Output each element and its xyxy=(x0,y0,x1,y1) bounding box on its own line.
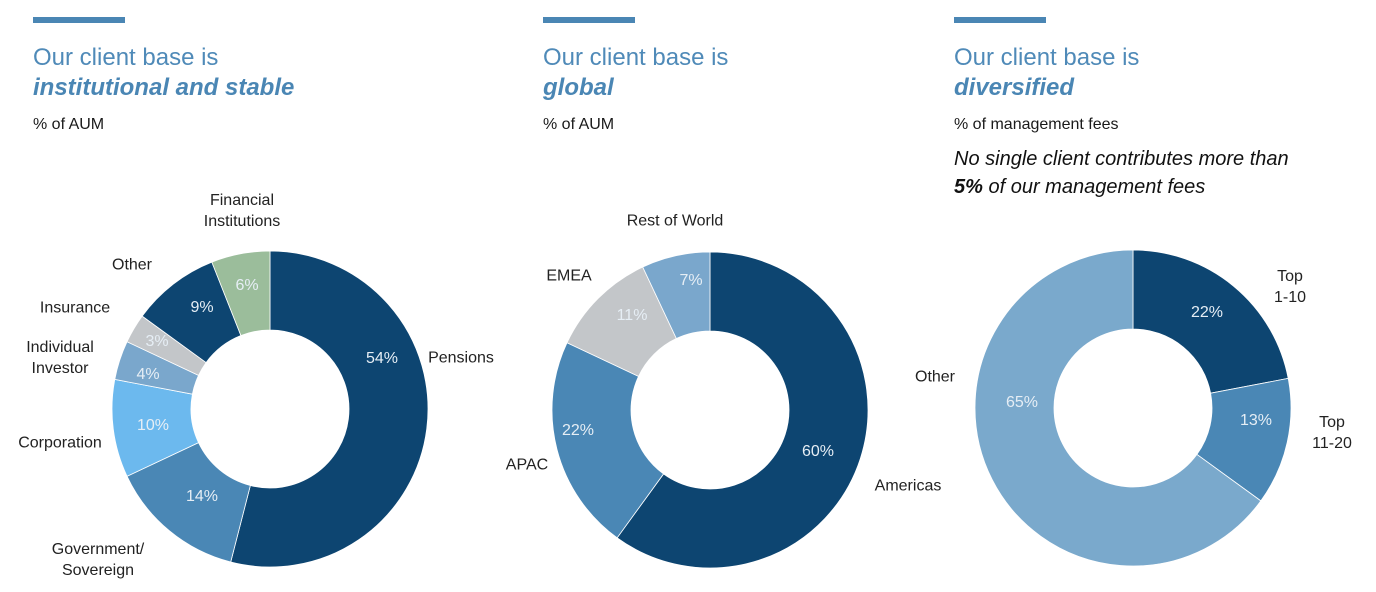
panel-subtitle: % of AUM xyxy=(33,116,105,133)
note-rest: of our management fees xyxy=(982,176,1206,198)
panel-title: Our client base is xyxy=(954,44,1140,71)
value-label: 11% xyxy=(616,307,648,324)
value-label: 54% xyxy=(365,350,399,367)
panel-title: Our client base is xyxy=(543,44,729,71)
note-bold: 5% xyxy=(954,176,983,198)
panel-title-emphasis: global xyxy=(543,74,614,101)
panel-title-emphasis: institutional and stable xyxy=(33,74,295,101)
donut-slice-other xyxy=(974,249,1262,567)
category-label-insurance: Insurance xyxy=(39,299,111,317)
category-label-other: Other xyxy=(111,256,153,274)
panel-subtitle: % of AUM xyxy=(543,116,615,133)
category-label-corporation: Corporation xyxy=(18,434,102,452)
category-label-emea: EMEA xyxy=(546,267,592,285)
accent-bar xyxy=(543,17,635,23)
value-label: 22% xyxy=(561,422,595,439)
value-label: 60% xyxy=(801,443,835,460)
category-label-americas: Americas xyxy=(874,477,942,495)
category-label-financial-institutions: Financial Institutions xyxy=(203,192,281,230)
value-label: 22% xyxy=(1190,304,1224,321)
panel-subtitle: % of management fees xyxy=(954,116,1119,133)
donut-slice-rest-of-world xyxy=(642,251,711,340)
panel-title-emphasis: diversified xyxy=(954,74,1075,101)
donut-slice-pensions xyxy=(230,250,429,568)
accent-bar xyxy=(33,17,125,23)
donut-slice-top-1-10 xyxy=(1132,249,1289,394)
note-line2: 5% of our management fees xyxy=(954,176,1205,199)
value-label: 13% xyxy=(1239,412,1273,429)
donut-slice-apac xyxy=(551,342,665,539)
value-label: 6% xyxy=(235,277,259,294)
note-line1: No single client contributes more than xyxy=(954,148,1289,170)
value-label: 9% xyxy=(190,299,214,316)
value-label: 7% xyxy=(679,272,703,289)
category-label-apac: APAC xyxy=(505,456,549,474)
category-label-top-11-20: Top 11-20 xyxy=(1312,414,1352,452)
panel-title: Our client base is xyxy=(33,44,219,71)
value-label: 14% xyxy=(185,488,219,505)
category-label-other: Other xyxy=(914,368,956,386)
value-label: 65% xyxy=(1005,394,1039,411)
donut-slice-americas xyxy=(616,251,869,569)
category-label-government-sovereign: Government/Sovereign xyxy=(51,541,145,579)
category-label-individual-investor: Individual Investor xyxy=(26,339,94,377)
category-label-rest-of-world: Rest of World xyxy=(626,212,724,230)
value-label: 3% xyxy=(145,333,169,350)
value-label: 4% xyxy=(136,366,160,383)
accent-bar xyxy=(954,17,1046,23)
value-label: 10% xyxy=(136,417,170,434)
category-label-pensions: Pensions xyxy=(428,349,494,367)
donut-slice-financial-institutions xyxy=(211,250,271,337)
category-label-top-1-10: Top 1-10 xyxy=(1273,268,1307,306)
